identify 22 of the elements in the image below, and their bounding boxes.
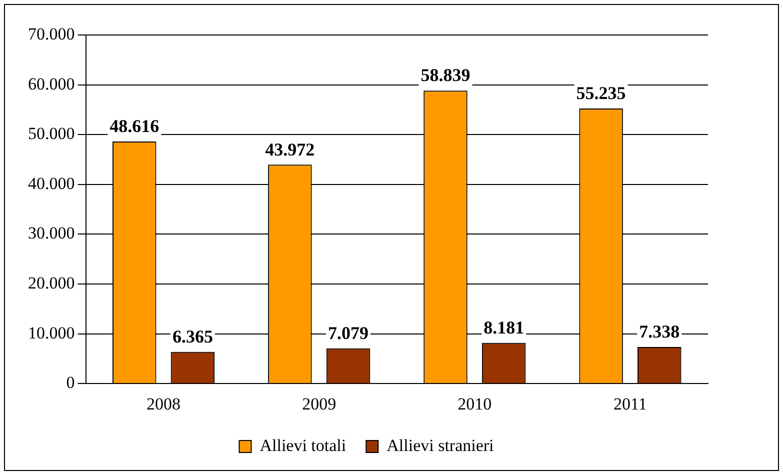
y-tick-label: 30.000 — [28, 224, 75, 243]
y-tick-label: 70.000 — [28, 24, 75, 44]
y-tick-label: 10.000 — [28, 323, 75, 342]
x-tick-label: 2011 — [614, 394, 647, 414]
data-label: 6.365 — [172, 326, 213, 347]
x-tick-label: 2010 — [458, 394, 492, 414]
y-tick-label: 50.000 — [28, 124, 75, 144]
data-label: 55.235 — [576, 83, 626, 104]
data-label: 58.839 — [420, 65, 470, 86]
x-tick-label: 2009 — [302, 394, 336, 414]
legend-label: Allievi stranieri — [386, 436, 494, 455]
y-tick-label: 40.000 — [28, 174, 75, 193]
data-label: 43.972 — [265, 139, 315, 160]
y-tick-label: 60.000 — [28, 74, 75, 94]
y-tick-label: 20.000 — [28, 273, 75, 292]
data-label: 7.338 — [639, 322, 680, 342]
data-label: 48.616 — [110, 116, 160, 136]
legend-label: Allievi totali — [260, 436, 346, 455]
data-label: 7.079 — [328, 323, 369, 344]
x-tick-label: 2008 — [146, 394, 181, 414]
y-tick-label: 0 — [66, 373, 75, 392]
data-label: 8.181 — [484, 318, 524, 338]
